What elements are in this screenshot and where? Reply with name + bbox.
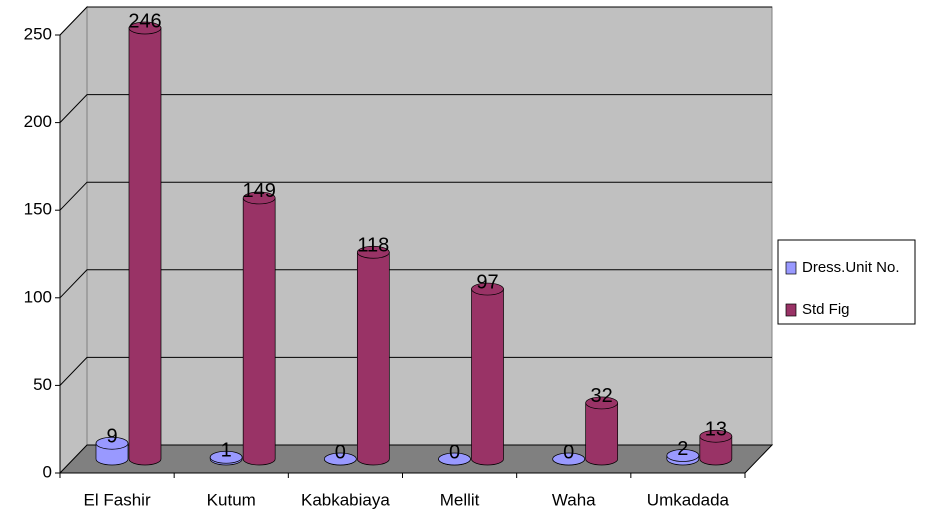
y-tick-label: 50 xyxy=(33,375,52,394)
cylinder xyxy=(471,288,504,466)
value-label: 9 xyxy=(106,426,117,448)
cylinder-top xyxy=(471,282,504,296)
value-label: 0 xyxy=(335,441,346,463)
value-label: 0 xyxy=(449,441,460,463)
legend-box xyxy=(777,239,916,325)
cylinder-top xyxy=(128,21,162,35)
value-label: 13 xyxy=(705,419,727,441)
x-tick-label: El Fashir xyxy=(84,490,151,509)
value-label: 2 xyxy=(677,438,688,460)
y-tick-label: 0 xyxy=(43,462,52,481)
cylinder-top xyxy=(585,396,619,410)
cylinder xyxy=(356,251,390,466)
cylinder-top xyxy=(209,450,243,464)
cylinder-top xyxy=(552,452,586,466)
side-wall xyxy=(59,5,88,475)
value-label: 246 xyxy=(128,10,161,32)
grid-line xyxy=(59,181,772,211)
grid-line xyxy=(59,356,772,386)
cylinder-top xyxy=(666,449,700,462)
cylinder xyxy=(699,435,733,466)
cylinder-top xyxy=(438,452,471,466)
y-tick-label: 200 xyxy=(24,112,52,131)
value-label: 1 xyxy=(221,440,232,462)
cylinder-top xyxy=(699,429,733,443)
x-tick-label: Mellit xyxy=(440,490,480,509)
legend-label: Std Fig xyxy=(802,301,850,318)
cylinder xyxy=(128,27,162,466)
x-tick-label: Kutum xyxy=(207,490,256,509)
cylinder-top xyxy=(95,436,129,450)
cylinder-top xyxy=(356,245,390,259)
cylinder-top xyxy=(323,452,357,466)
y-tick-label: 100 xyxy=(24,287,52,306)
x-tick-label: Kabkabiaya xyxy=(301,490,390,509)
x-tick-label: Waha xyxy=(552,490,596,509)
y-tick-label: 150 xyxy=(24,200,52,219)
value-label: 118 xyxy=(357,235,389,257)
legend-swatch xyxy=(785,261,797,275)
legend-swatch xyxy=(785,303,797,317)
grid-line xyxy=(59,6,772,36)
back-wall xyxy=(86,6,773,446)
cylinder-top xyxy=(242,191,276,205)
cylinder xyxy=(242,197,276,466)
value-label: 97 xyxy=(476,271,498,293)
grid-line xyxy=(59,269,772,299)
value-label: 149 xyxy=(242,180,275,202)
cylinder xyxy=(585,402,619,466)
y-tick-label: 250 xyxy=(24,24,52,43)
floor xyxy=(58,444,774,474)
legend-label: Dress.Unit No. xyxy=(802,259,900,276)
grid-line xyxy=(59,94,772,123)
value-label: 0 xyxy=(563,441,574,463)
value-label: 32 xyxy=(591,385,613,407)
x-tick-label: Umkadada xyxy=(647,490,730,509)
